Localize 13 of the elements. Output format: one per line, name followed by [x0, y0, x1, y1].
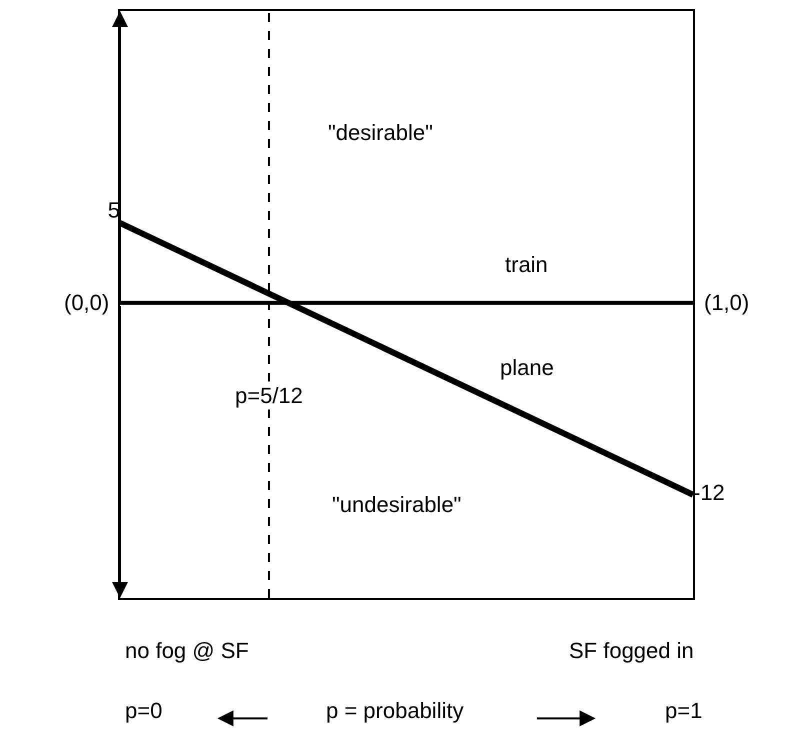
- annotation: (1,0): [704, 290, 750, 315]
- series-label: plane: [500, 355, 554, 380]
- data-label: -12: [693, 480, 725, 506]
- text: p = probability: [326, 698, 464, 723]
- text: no fog @ SF: [125, 638, 249, 663]
- text: SF fogged in: [569, 638, 694, 663]
- text: p=0: [125, 698, 162, 723]
- annotation: (0,0): [64, 290, 110, 315]
- text: p=1: [665, 698, 702, 723]
- text: "desirable": [328, 120, 433, 145]
- series-label: train: [505, 252, 548, 277]
- annotation: p=5/12: [235, 383, 303, 408]
- annotation: "undesirable": [332, 492, 462, 517]
